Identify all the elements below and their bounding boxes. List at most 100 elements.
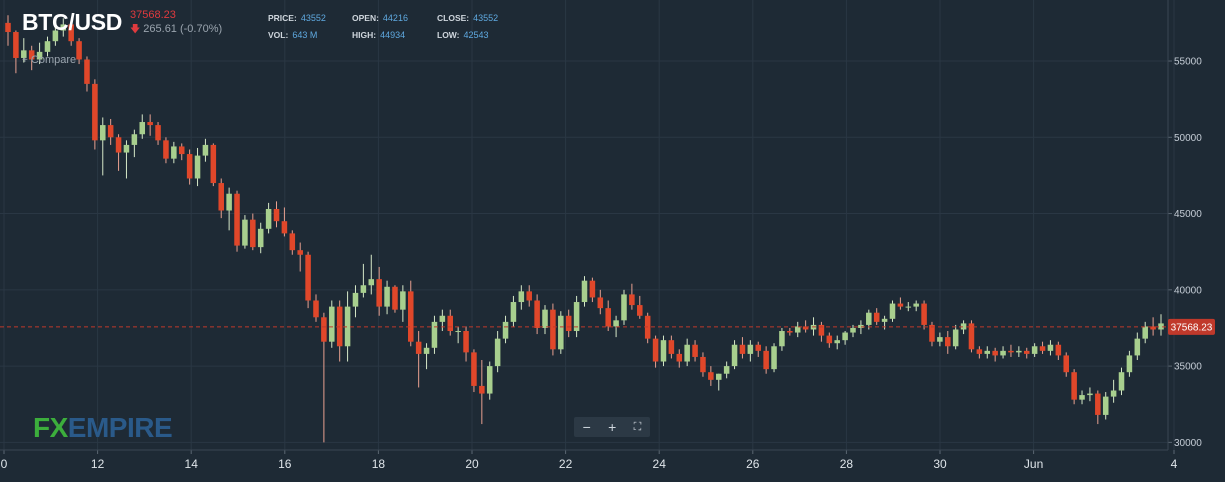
zoom-out-button[interactable]: − — [582, 419, 591, 435]
candle-body — [1063, 355, 1069, 373]
zoom-controls: − + ⛶ — [574, 417, 650, 437]
stat-label: VOL: — [268, 30, 289, 40]
candle-body — [945, 337, 951, 347]
candle-down — [700, 352, 706, 377]
candle-body — [5, 22, 11, 33]
candle-body — [1000, 350, 1006, 356]
candle-up — [384, 280, 390, 315]
candle-up — [866, 309, 872, 330]
candle-up — [779, 327, 785, 351]
candle-body — [668, 340, 675, 354]
candle-up — [581, 276, 588, 307]
symbol-title: BTC/USD — [22, 9, 123, 35]
candle-body — [621, 294, 627, 321]
stat-value: 43552 — [300, 13, 326, 23]
compare-button[interactable]: + Compare — [22, 54, 76, 66]
candle-body — [1039, 346, 1046, 351]
candle-body — [344, 306, 351, 347]
candle-down — [763, 346, 769, 374]
candle-up — [684, 338, 690, 367]
candle-body — [1142, 326, 1148, 339]
candle-body — [984, 350, 991, 354]
candle-down — [873, 308, 880, 325]
candle-body — [534, 300, 540, 328]
candle-body — [107, 125, 114, 138]
candle-body — [68, 24, 74, 42]
candle-down — [818, 321, 825, 342]
candle-down — [186, 149, 193, 185]
candle-body — [305, 254, 311, 301]
candle-up — [344, 291, 351, 362]
candle-down — [1095, 390, 1101, 425]
x-tick-label: 28 — [840, 457, 854, 471]
last-price-line: 37568.23 — [0, 318, 1215, 335]
candle-body — [929, 324, 935, 342]
candle-body — [171, 146, 177, 159]
last-price: 37568.23 — [130, 9, 176, 21]
candle-down — [147, 114, 153, 136]
candle-body — [1126, 355, 1133, 373]
candle-down — [28, 45, 35, 71]
y-tick-label: 50000 — [1174, 133, 1202, 144]
candle-body — [826, 335, 833, 344]
candle-body — [565, 315, 572, 332]
candle-down — [155, 122, 161, 145]
candle-up — [984, 346, 991, 359]
price-change: 🡇 265.61 (-0.70%) — [130, 22, 222, 39]
candle-down — [565, 309, 572, 338]
candle-up — [36, 42, 43, 65]
candle-up — [368, 254, 375, 295]
x-tick-label: 0 — [1, 457, 8, 471]
fit-screen-icon[interactable]: ⛶ — [633, 420, 642, 433]
candle-body — [787, 331, 793, 333]
candle-down — [629, 283, 635, 310]
candle-up — [131, 129, 138, 158]
candle-body — [558, 315, 564, 350]
candle-body — [202, 144, 209, 156]
candle-up — [660, 335, 667, 367]
candle-down — [652, 335, 659, 368]
stat-value: 44934 — [380, 30, 406, 40]
candle-up — [1102, 392, 1109, 420]
candle-down — [178, 143, 185, 161]
candle-body — [384, 286, 390, 307]
candle-down — [676, 349, 683, 368]
candle-up — [913, 300, 919, 312]
candle-body — [723, 366, 730, 374]
candle-up — [542, 305, 548, 335]
candle-up — [881, 315, 888, 330]
candle-up — [400, 285, 406, 322]
candle-body — [708, 372, 714, 380]
candle-down — [289, 230, 296, 255]
candle-body — [194, 155, 201, 179]
candle-body — [376, 279, 382, 307]
candle-body — [163, 140, 169, 159]
y-tick-label: 45000 — [1174, 209, 1202, 220]
candle-down — [992, 347, 998, 362]
candle-down — [550, 303, 556, 356]
candle-body — [1055, 344, 1062, 356]
stat-price: PRICE: 43552 — [268, 13, 326, 23]
candle-body — [858, 324, 864, 328]
candle-down — [415, 331, 422, 388]
stat-value: 44216 — [382, 13, 408, 23]
candle-up — [52, 27, 59, 46]
candle-down — [1023, 347, 1030, 359]
x-tick-label: Jun — [1024, 457, 1043, 471]
candle-up — [771, 343, 777, 373]
candle-up — [423, 343, 430, 370]
candle-up — [937, 332, 943, 347]
candle-body — [471, 352, 477, 386]
candle-down — [668, 335, 675, 359]
candle-up — [715, 373, 722, 391]
candle-body — [1110, 390, 1117, 397]
zoom-in-button[interactable]: + — [608, 419, 617, 435]
candle-up — [455, 326, 461, 344]
candle-up — [1000, 346, 1006, 359]
candle-down — [692, 340, 698, 362]
candle-up — [1158, 314, 1164, 336]
candle-body — [897, 303, 904, 307]
candle-body — [913, 303, 919, 307]
candle-body — [479, 385, 485, 394]
